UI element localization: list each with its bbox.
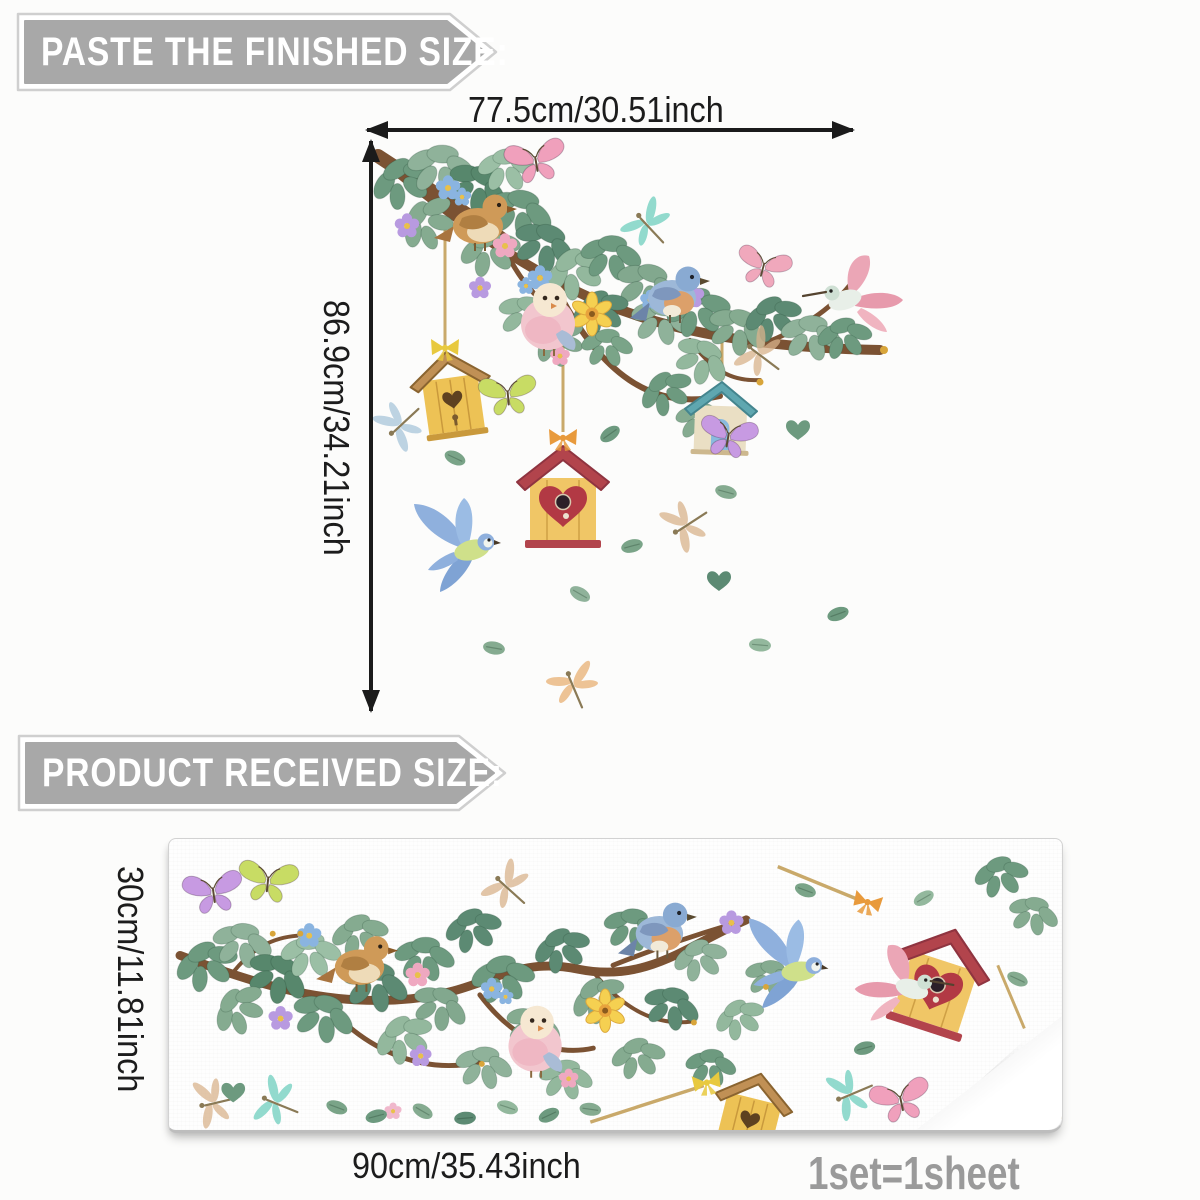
received-size-banner: PRODUCT RECEIVED SIZE: xyxy=(15,732,509,814)
banner-label: PASTE THE FINISHED SIZE: xyxy=(41,29,509,74)
flying-bird xyxy=(736,912,835,1017)
finished-size-banner: PASTE THE FINISHED SIZE: xyxy=(14,10,508,94)
received-height-label: 30cm/11.81inch xyxy=(110,866,151,1093)
buds xyxy=(269,930,769,1067)
set-note: 1set=1sheet xyxy=(808,1147,1020,1199)
sheet-illustration xyxy=(169,850,1062,1130)
product-sheet xyxy=(168,838,1063,1133)
finished-height-arrow xyxy=(361,139,380,713)
finished-width-arrow xyxy=(365,120,855,139)
finished-width-label: 77.5cm/30.51inch xyxy=(468,89,724,130)
flying-bird xyxy=(414,498,501,592)
heart-birdhouse xyxy=(516,429,610,549)
heart-birdhouse xyxy=(850,889,1002,1046)
received-width-label: 90cm/35.43inch xyxy=(352,1145,581,1186)
yellow-birdhouse xyxy=(691,1063,801,1130)
falling-leaves xyxy=(441,420,852,657)
ropes xyxy=(589,865,1026,1124)
banner-label: PRODUCT RECEIVED SIZE: xyxy=(42,750,503,795)
finished-height-label: 86.9cm/34.21inch xyxy=(316,300,357,556)
